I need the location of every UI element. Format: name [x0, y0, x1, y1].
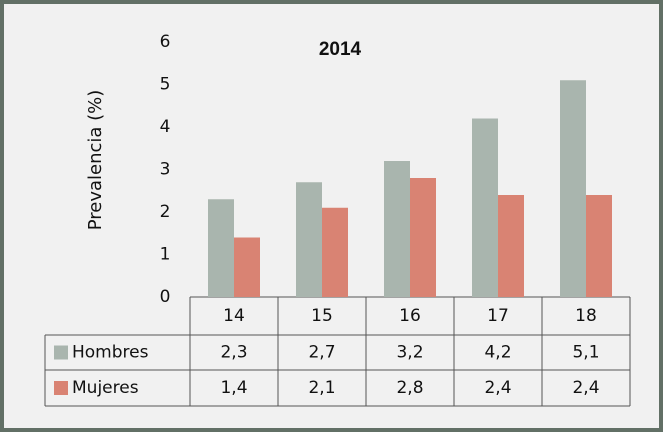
table-value: 3,2 [396, 343, 423, 363]
table-value: 2,1 [308, 378, 335, 398]
y-axis-label: Prevalencia (%) [85, 90, 106, 231]
y-tick-label: 1 [160, 245, 171, 265]
y-tick-label: 5 [160, 75, 171, 95]
legend-swatch [54, 381, 68, 395]
legend-swatch [54, 345, 68, 360]
table-value: 4,2 [484, 343, 511, 363]
y-tick-label: 6 [160, 32, 171, 52]
y-tick-label: 3 [160, 160, 171, 180]
y-tick-label: 4 [160, 117, 171, 137]
bar [498, 195, 524, 297]
bar [208, 199, 234, 297]
table-value: 2,8 [396, 378, 423, 398]
bar [322, 207, 348, 297]
bar [472, 118, 498, 297]
y-tick-label: 2 [160, 202, 171, 222]
chart-title: 2014 [319, 39, 362, 60]
table-value: 1,4 [220, 378, 247, 398]
bar [234, 237, 260, 297]
table-value: 2,7 [308, 343, 335, 363]
bar [586, 195, 612, 297]
x-tick-label: 14 [223, 306, 245, 326]
x-tick-label: 16 [399, 306, 421, 326]
bar [384, 161, 410, 297]
legend-label: Hombres [72, 343, 149, 363]
table-value: 2,3 [220, 343, 247, 363]
x-tick-label: 18 [575, 306, 597, 326]
x-tick-label: 17 [487, 306, 509, 326]
x-tick-label: 15 [311, 306, 333, 326]
table-value: 2,4 [572, 378, 599, 398]
bar [560, 80, 586, 297]
bar [410, 178, 436, 297]
y-tick-label: 0 [160, 287, 171, 307]
table-value: 5,1 [572, 343, 599, 363]
bar [296, 182, 322, 297]
legend-label: Mujeres [72, 378, 139, 398]
table-value: 2,4 [484, 378, 511, 398]
